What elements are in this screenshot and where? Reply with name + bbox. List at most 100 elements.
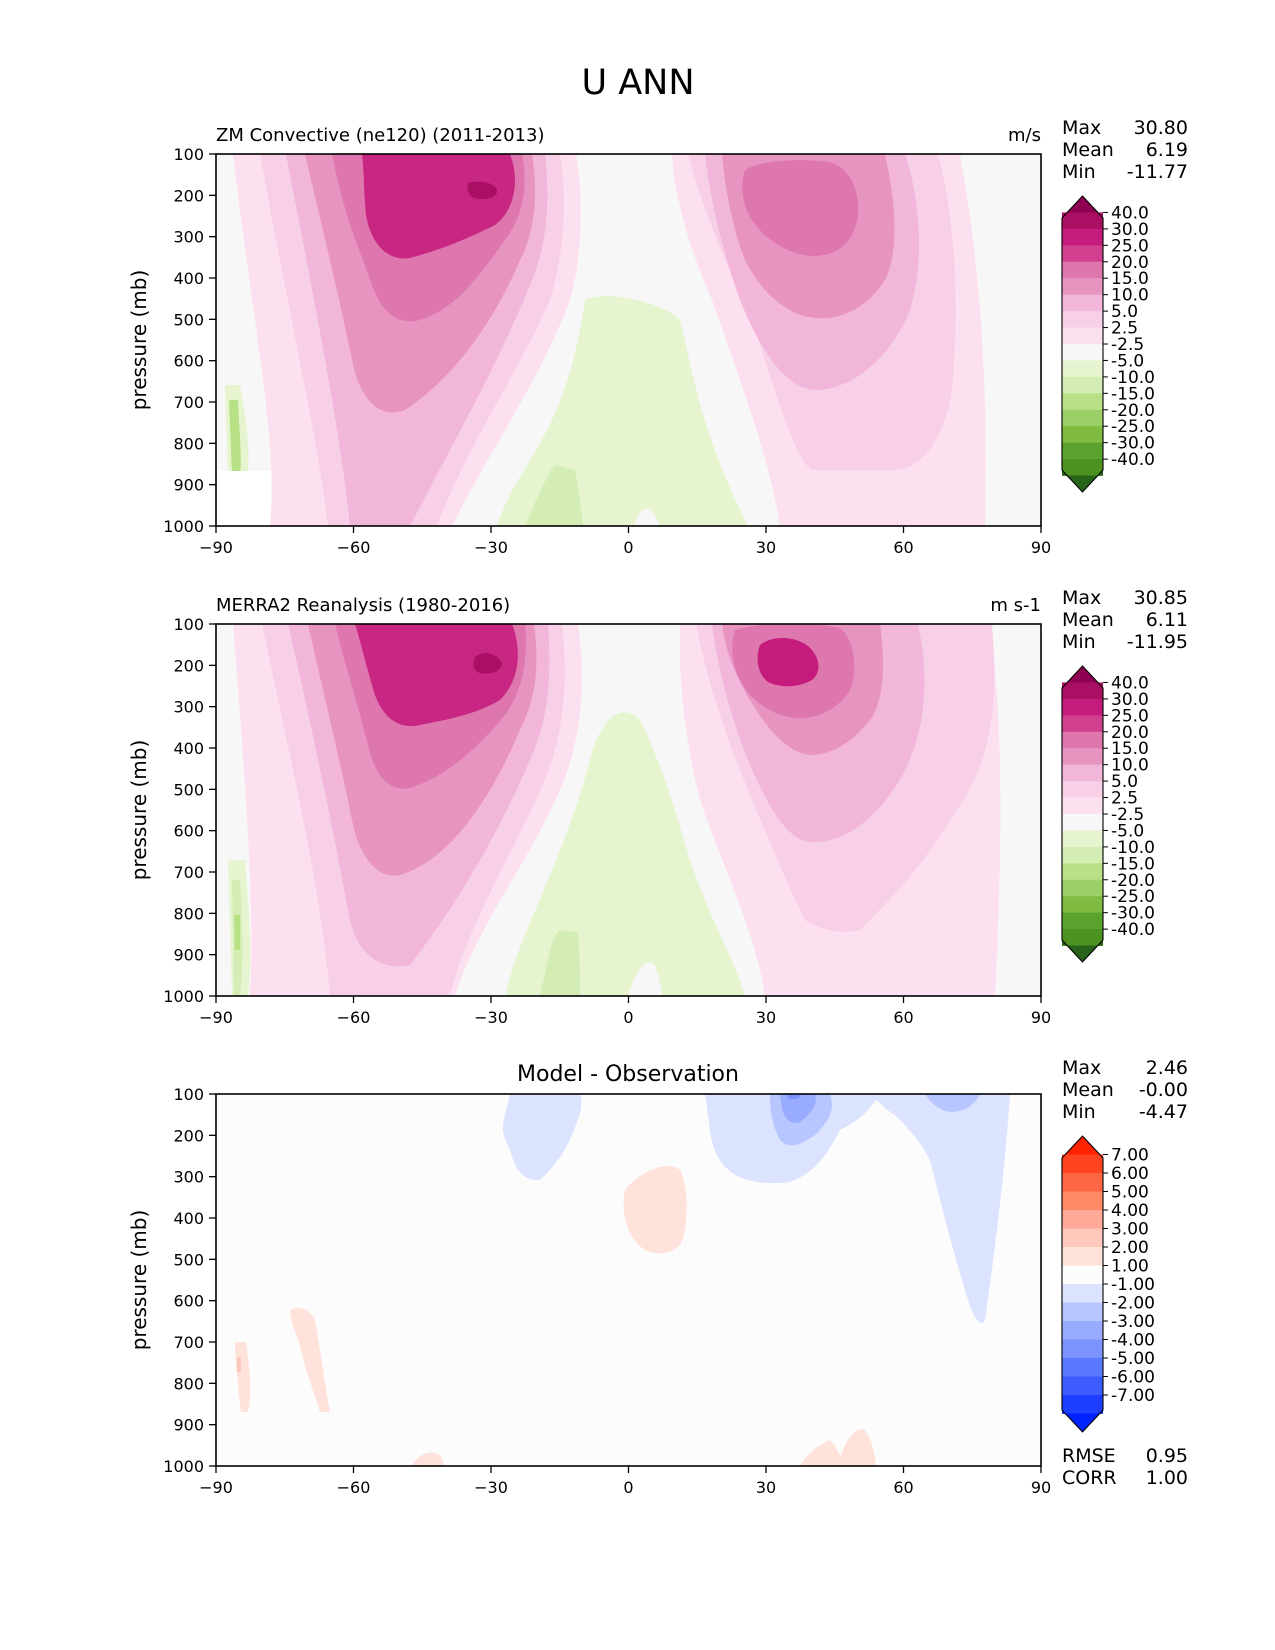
y-tick-label: 300 xyxy=(173,1168,204,1187)
y-tick-label: 500 xyxy=(173,780,204,799)
y-tick-label: 100 xyxy=(173,145,204,164)
stats-test: Max 30.80 Mean 6.19 Min -11.77 xyxy=(1062,117,1188,183)
colorbar-extend-min xyxy=(1062,940,1103,962)
y-tick-label: 200 xyxy=(173,1126,204,1145)
y-tick-label: 400 xyxy=(173,1209,204,1228)
y-tick-label: 400 xyxy=(173,739,204,758)
stat-value: 6.19 xyxy=(1146,139,1188,161)
stat-label: Max xyxy=(1062,117,1101,139)
colorbar-label: -20.0 xyxy=(1111,401,1155,421)
colorbar-label: -2.00 xyxy=(1111,1294,1155,1314)
stat-value: 30.85 xyxy=(1134,587,1188,609)
colorbar-extend-min xyxy=(1062,470,1103,492)
colorbar-segment xyxy=(1062,1395,1103,1414)
colorbar-label: -40.0 xyxy=(1111,920,1155,940)
stat-label: Max xyxy=(1062,1057,1101,1079)
x-tick-label: −90 xyxy=(199,1008,233,1027)
x-tick-label: −90 xyxy=(199,538,233,557)
colorbar-outline xyxy=(1061,665,1104,963)
stat-label: Mean xyxy=(1062,609,1114,631)
x-tick-label: 30 xyxy=(756,538,776,557)
colorbar-difference: 7.006.005.004.003.002.001.00-1.00-2.00-3… xyxy=(1061,1135,1155,1433)
x-tick-label: 60 xyxy=(893,1008,913,1027)
stat-value: 2.46 xyxy=(1146,1057,1188,1079)
x-tick-label: 30 xyxy=(756,1008,776,1027)
colorbar-extend-max xyxy=(1062,1136,1103,1158)
colorbar-segment xyxy=(1062,1358,1103,1377)
stat-value: -0.00 xyxy=(1139,1079,1188,1101)
x-ticks-test: −90 −60 −30 0 30 60 90 xyxy=(199,526,1051,557)
y-axis-label: pressure (mb) xyxy=(127,740,151,881)
colorbar-label: 15.0 xyxy=(1111,739,1149,759)
x-tick-label: −60 xyxy=(337,1008,371,1027)
colorbar-segment xyxy=(1062,748,1103,766)
y-tick-label: 800 xyxy=(173,434,204,453)
panel-reference: MERRA2 Reanalysis (1980-2016) m s-1 pres… xyxy=(127,587,1188,1027)
colorbar-outline xyxy=(1061,1135,1104,1433)
colorbar-label: 2.5 xyxy=(1111,789,1138,809)
y-tick-label: 700 xyxy=(173,1333,204,1352)
panel-units: m/s xyxy=(1008,125,1041,146)
colorbar-extend-max xyxy=(1062,666,1103,688)
colorbar-test: 40.030.025.020.015.010.05.02.5-2.5-5.0-1… xyxy=(1061,195,1155,493)
y-tick-label: 600 xyxy=(173,1292,204,1311)
y-tick-label: 300 xyxy=(173,698,204,717)
x-tick-label: −30 xyxy=(474,1008,508,1027)
colorbar-segment xyxy=(1062,1247,1103,1266)
metric-value: 1.00 xyxy=(1146,1467,1188,1489)
y-tick-label: 1000 xyxy=(163,987,204,1006)
colorbar-label: 3.00 xyxy=(1111,1220,1149,1240)
colorbar-label: 2.5 xyxy=(1111,319,1138,339)
colorbar-label: 5.0 xyxy=(1111,302,1138,322)
colorbar-segment xyxy=(1062,1191,1103,1211)
colorbar-label: 40.0 xyxy=(1111,673,1149,693)
stat-label: Max xyxy=(1062,587,1101,609)
x-tick-label: −60 xyxy=(337,538,371,557)
panel-test: ZM Convective (ne120) (2011-2013) m/s pr… xyxy=(127,117,1188,557)
colorbar-segment xyxy=(1062,360,1103,378)
contour-fill-test xyxy=(216,154,1041,526)
colorbar-label: -30.0 xyxy=(1111,904,1155,924)
colorbar-segment xyxy=(1062,1284,1103,1303)
metrics-difference: RMSE 0.95 CORR 1.00 xyxy=(1062,1445,1188,1489)
y-tick-label: 100 xyxy=(173,1085,204,1104)
colorbar-segment xyxy=(1062,896,1103,914)
colorbar-segment xyxy=(1062,344,1103,361)
colorbar-segment xyxy=(1062,1173,1103,1192)
y-ticks-reference: 100 200 300 400 500 600 700 800 900 1000 xyxy=(163,615,216,1006)
colorbar-label: 5.0 xyxy=(1111,772,1138,792)
stat-label: Mean xyxy=(1062,1079,1114,1101)
colorbar-segment xyxy=(1062,311,1103,328)
metric-label: CORR xyxy=(1062,1467,1117,1489)
colorbar-segment xyxy=(1062,1154,1103,1174)
stat-label: Min xyxy=(1062,161,1096,183)
x-tick-label: 90 xyxy=(1031,1478,1051,1497)
x-ticks-difference: −90 −60 −30 0 30 60 90 xyxy=(199,1466,1051,1497)
colorbar-segment xyxy=(1062,1302,1103,1322)
y-tick-label: 800 xyxy=(173,904,204,923)
colorbar-label: -10.0 xyxy=(1111,368,1155,388)
colorbar-segment xyxy=(1062,245,1103,263)
colorbar-segment xyxy=(1062,830,1103,848)
x-tick-label: 0 xyxy=(623,1478,633,1497)
colorbar-segment xyxy=(1062,1376,1103,1396)
colorbar-segment xyxy=(1062,212,1103,230)
colorbar-label: -4.00 xyxy=(1111,1331,1155,1351)
y-tick-label: 300 xyxy=(173,228,204,247)
colorbar-reference: 40.030.025.020.015.010.05.02.5-2.5-5.0-1… xyxy=(1061,665,1155,963)
colorbar-segment xyxy=(1062,764,1103,782)
colorbar-segment xyxy=(1062,781,1103,798)
colorbar-label: 1.00 xyxy=(1111,1257,1149,1277)
colorbar-label: -2.5 xyxy=(1111,805,1144,825)
colorbar-label: 4.00 xyxy=(1111,1201,1149,1221)
colorbar-segment xyxy=(1062,261,1103,279)
colorbar-label: 25.0 xyxy=(1111,236,1149,256)
stats-difference: Max 2.46 Mean -0.00 Min -4.47 xyxy=(1062,1057,1188,1123)
y-tick-label: 400 xyxy=(173,269,204,288)
colorbar-label: -2.5 xyxy=(1111,335,1144,355)
stats-reference: Max 30.85 Mean 6.11 Min -11.95 xyxy=(1062,587,1188,653)
colorbar-label: -10.0 xyxy=(1111,838,1155,858)
x-tick-label: 90 xyxy=(1031,538,1051,557)
y-ticks-difference: 100 200 300 400 500 600 700 800 900 1000 xyxy=(163,1085,216,1476)
